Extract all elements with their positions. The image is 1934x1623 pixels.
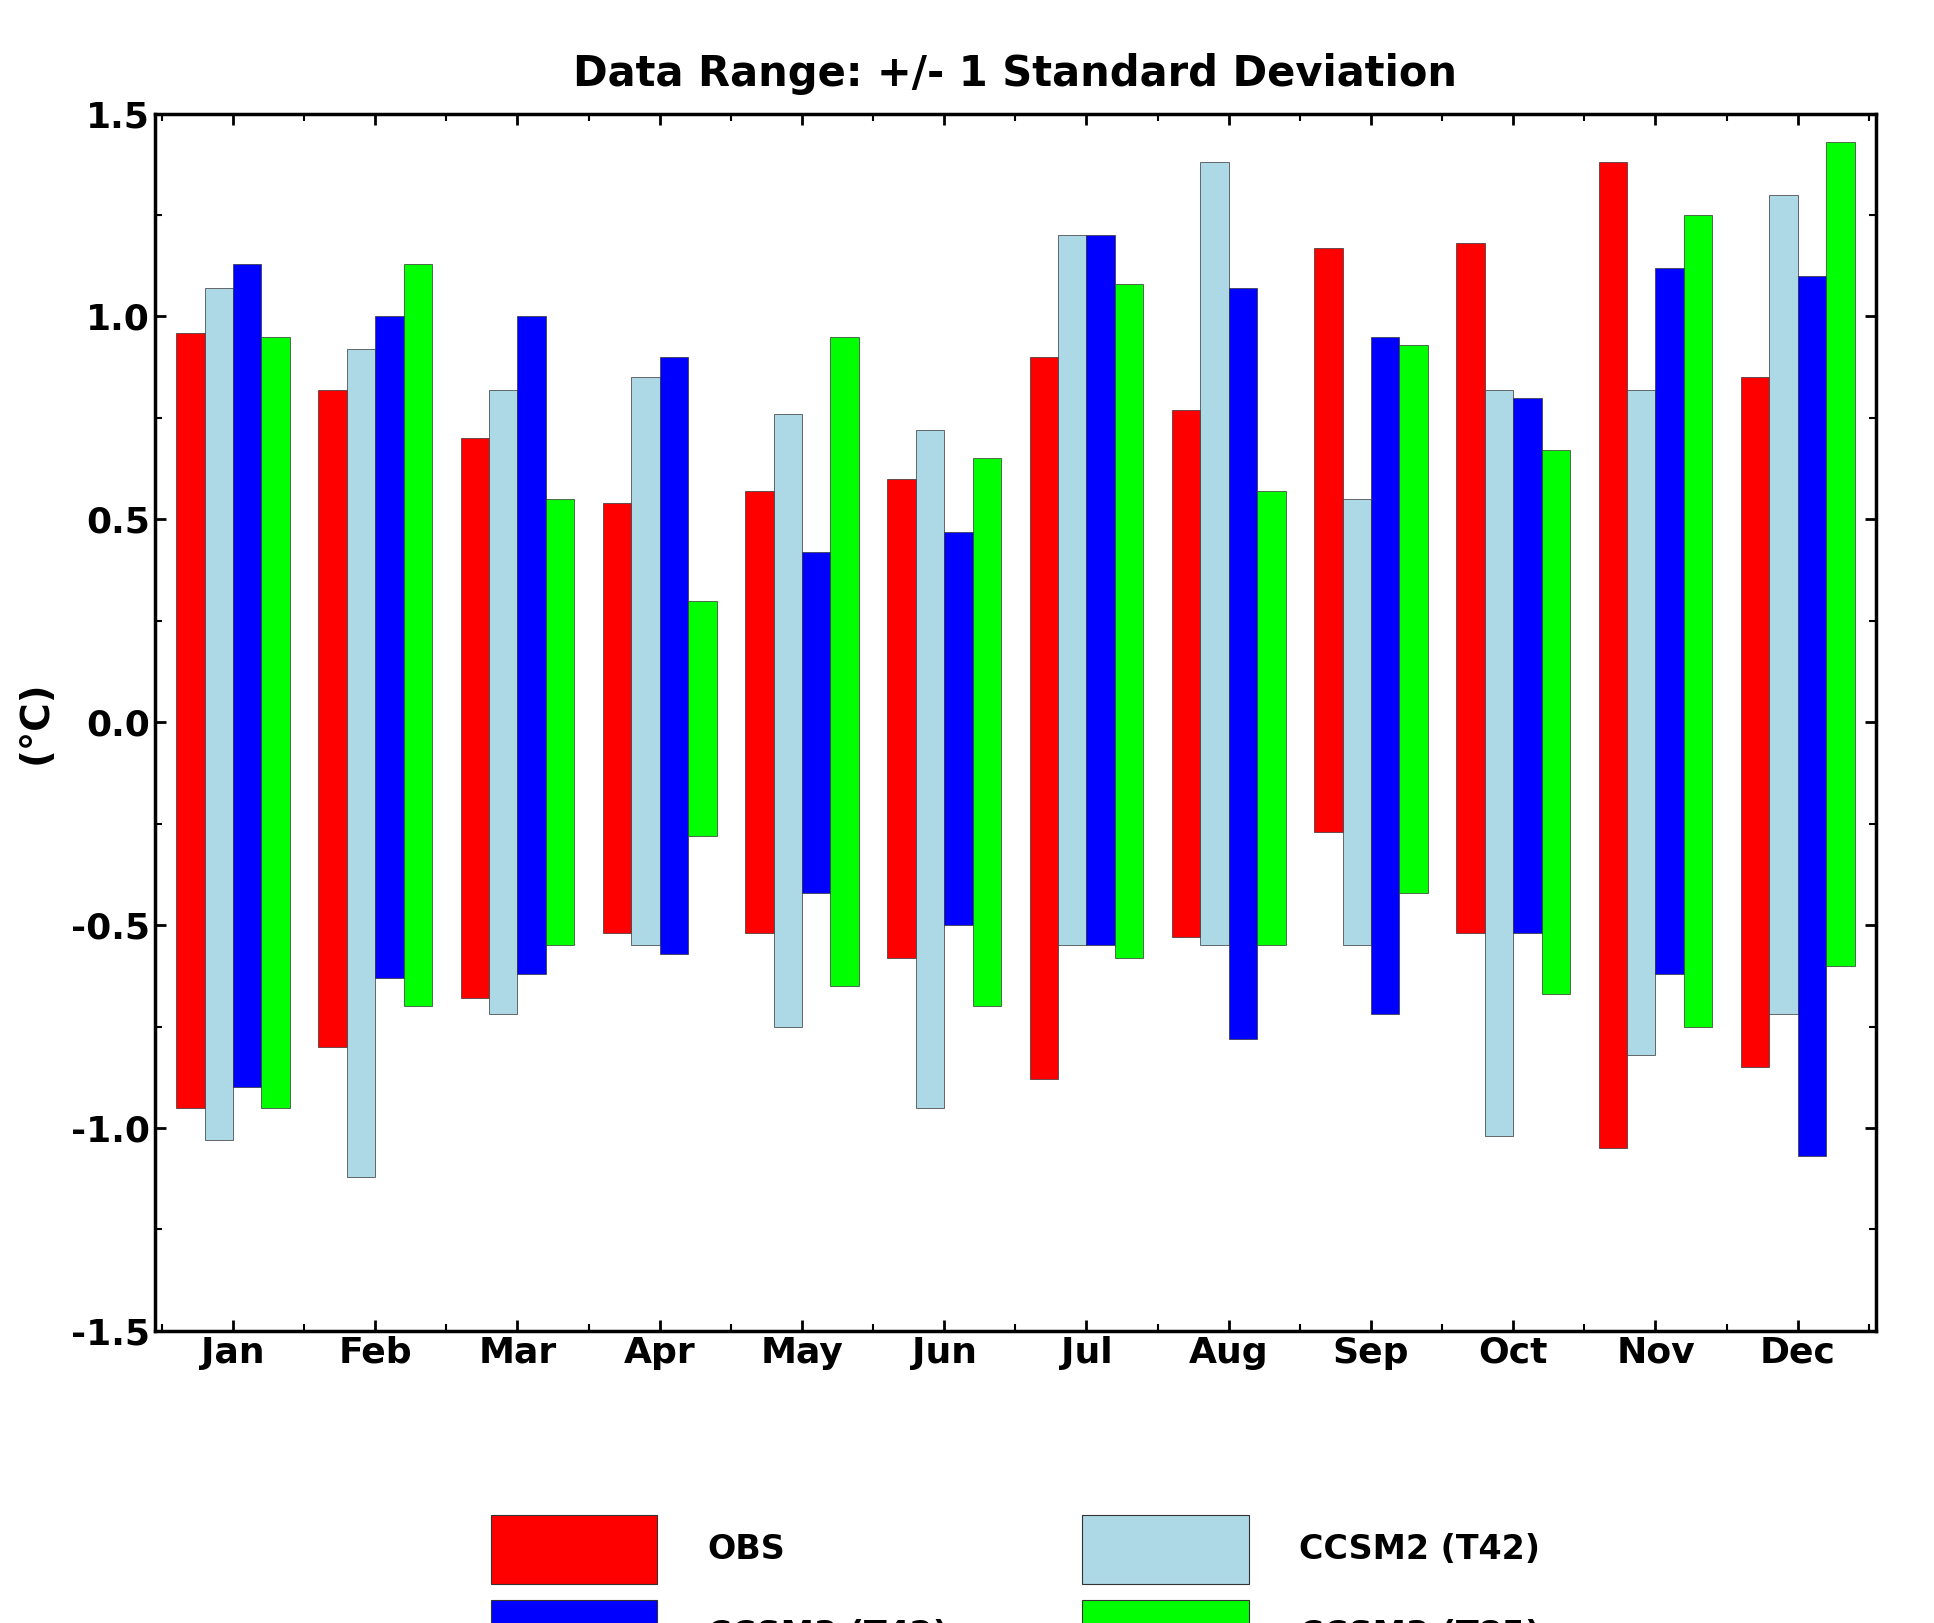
Bar [460,438,489,998]
Bar [774,414,803,1026]
Bar [630,377,659,945]
Bar [1400,344,1427,893]
Bar [176,333,205,1107]
Bar [518,316,545,974]
Bar [1656,268,1685,974]
Bar [1685,214,1712,1026]
Bar [1087,235,1114,945]
Bar [917,430,944,1107]
Bar [1626,390,1656,1055]
Bar [545,498,574,945]
Bar [803,552,830,893]
Bar [689,601,718,836]
Bar [1228,289,1257,1039]
Bar [1799,276,1826,1156]
Bar [1058,235,1087,945]
Bar [1342,498,1371,945]
Bar [1541,450,1570,993]
Bar [830,336,859,985]
Bar [261,338,290,1107]
Bar [1371,338,1400,1014]
Bar [1313,247,1342,831]
Bar [1485,390,1512,1136]
Bar [346,349,375,1177]
Bar [1599,162,1626,1149]
Bar [319,390,346,1047]
Bar [1201,162,1228,945]
Bar [1826,143,1855,966]
Bar [375,316,404,977]
Bar [1029,357,1058,1079]
Legend: OBS, CCSM3 (T42), CCSM2 (T42), CCSM3 (T85): OBS, CCSM3 (T42), CCSM2 (T42), CCSM3 (T8… [458,1482,1572,1623]
Bar [944,531,973,925]
Bar [205,289,232,1139]
Bar [1114,284,1143,958]
Bar [745,490,774,933]
Bar [1741,377,1770,1068]
Bar [489,390,518,1014]
Title: Data Range: +/- 1 Standard Deviation: Data Range: +/- 1 Standard Deviation [572,54,1458,94]
Bar [973,458,1002,1006]
Y-axis label: (°C): (°C) [15,680,54,764]
Bar [1512,398,1541,933]
Bar [1770,195,1799,1014]
Bar [1257,490,1286,945]
Bar [888,479,917,958]
Bar [404,263,431,1006]
Bar [659,357,689,953]
Bar [232,263,261,1087]
Bar [603,503,630,933]
Bar [1172,409,1201,936]
Bar [1456,243,1485,933]
